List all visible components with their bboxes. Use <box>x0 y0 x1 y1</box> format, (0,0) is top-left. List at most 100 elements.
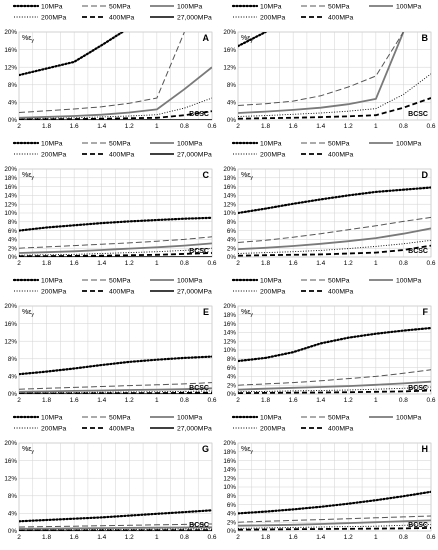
series-line-200mpa <box>238 239 431 254</box>
y-axis-label-subscript: y <box>250 175 253 181</box>
legend-label: 100MPa <box>177 277 203 284</box>
series-line-50mpa <box>238 216 431 243</box>
legend-item: 50MPa <box>82 414 131 421</box>
legend-label: 50MPa <box>328 277 350 284</box>
x-tick-label: 0.6 <box>426 260 435 267</box>
legend-label: 400MPa <box>328 425 354 432</box>
x-tick-label: 2 <box>17 123 21 130</box>
series-line-400mpa <box>19 529 212 531</box>
y-tick-label: 4% <box>227 237 237 244</box>
legend-item: 400MPa <box>301 425 354 432</box>
x-tick-label: 1.2 <box>125 260 134 267</box>
series-line-100mpa <box>19 526 212 530</box>
x-tick-label: 2 <box>17 260 21 267</box>
y-tick-label: 12% <box>223 64 236 71</box>
y-tick-label: 12% <box>4 201 17 208</box>
legend-label: 27,000MPa <box>177 425 212 432</box>
y-tick-label: 6% <box>227 502 237 509</box>
legend-label: 100MPa <box>396 3 422 10</box>
y-tick-label: 8% <box>227 219 237 226</box>
panel-label: C <box>203 170 210 180</box>
x-tick-label: 1.2 <box>344 260 353 267</box>
y-axis-label-subscript: y <box>31 175 34 181</box>
legend-label: 200MPa <box>260 14 286 21</box>
x-tick-label: 0.8 <box>399 123 408 130</box>
x-tick-label: 1 <box>155 534 159 541</box>
series-line-100mpa <box>19 66 212 119</box>
legend-item: 10MPa <box>12 140 63 147</box>
y-tick-label: 2% <box>227 519 237 526</box>
chart-panel-f: 10MPa 50MPa 100MPa 200MPa 400MPa 0% 2% 4% 6% 8% 10… <box>219 274 438 411</box>
legend-item: 400MPa <box>82 14 135 21</box>
chart-svg: 10MPa 50MPa 100MPa 200MPa 400MPa 27,000MPa 0% 4… <box>4 3 217 130</box>
y-tick-label: 16% <box>4 184 17 191</box>
y-tick-label: 0% <box>227 528 237 535</box>
legend-item: 100MPa <box>150 277 203 284</box>
annotation-bcsc: BCSC <box>408 522 428 529</box>
legend-label: 50MPa <box>109 277 131 284</box>
x-tick-label: 1.2 <box>125 397 134 404</box>
x-tick-label: 1.6 <box>289 397 298 404</box>
series-line-10mpa <box>19 32 125 77</box>
x-tick-label: 1 <box>374 397 378 404</box>
legend-label: 200MPa <box>41 14 67 21</box>
legend-label: 200MPa <box>260 151 286 158</box>
x-tick-label: 1.4 <box>97 260 106 267</box>
legend-label: 400MPa <box>328 14 354 21</box>
y-tick-label: 18% <box>223 449 236 456</box>
y-tick-label: 0% <box>227 391 237 398</box>
y-tick-label: 4% <box>8 374 18 381</box>
legend-item: 50MPa <box>301 3 350 10</box>
y-tick-label: 16% <box>223 184 236 191</box>
series-line-50mpa <box>238 32 404 106</box>
y-tick-label: 14% <box>223 467 236 474</box>
legend-item: 200MPa <box>233 151 286 158</box>
legend-item: 27,000MPa <box>150 151 212 158</box>
y-tick-label: 16% <box>4 321 17 328</box>
panel-label: G <box>202 444 209 454</box>
y-tick-label: 16% <box>223 47 236 54</box>
legend-label: 400MPa <box>109 151 135 158</box>
y-axis-label: %εy <box>241 172 253 181</box>
legend-label: 200MPa <box>41 425 67 432</box>
series-line-100mpa <box>19 387 212 393</box>
legend-label: 400MPa <box>109 14 135 21</box>
series-line-50mpa <box>238 369 431 386</box>
series-line-400mpa <box>19 110 212 120</box>
legend-label: 10MPa <box>41 3 63 10</box>
x-tick-label: 1.6 <box>289 123 298 130</box>
legend-label: 27,000MPa <box>177 288 212 295</box>
legend-item: 200MPa <box>233 425 286 432</box>
x-tick-label: 0.6 <box>207 123 216 130</box>
legend-label: 400MPa <box>328 151 354 158</box>
legend-label: 400MPa <box>109 425 135 432</box>
chart-panel-b: 10MPa 50MPa 100MPa 200MPa 400MPa 0% 4% 8% 12% 16%… <box>219 0 438 137</box>
legend-item: 200MPa <box>14 14 67 21</box>
x-tick-label: 1.2 <box>344 397 353 404</box>
x-tick-label: 0.8 <box>180 534 189 541</box>
series-line-10mpa <box>19 355 212 376</box>
series-line-100mpa <box>238 380 431 391</box>
series-line-10mpa <box>19 216 212 232</box>
legend-label: 200MPa <box>260 288 286 295</box>
y-tick-label: 8% <box>227 82 237 89</box>
x-tick-label: 1.8 <box>261 534 270 541</box>
x-tick-label: 1.6 <box>289 260 298 267</box>
y-axis-label-subscript: y <box>250 449 253 455</box>
x-tick-label: 1.6 <box>70 260 79 267</box>
series-line-50mpa <box>238 515 431 523</box>
x-tick-label: 2 <box>236 397 240 404</box>
annotation-bcsc: BCSC <box>189 522 209 529</box>
y-tick-label: 8% <box>8 219 18 226</box>
x-tick-label: 1.4 <box>316 397 325 404</box>
x-tick-label: 0.6 <box>207 397 216 404</box>
x-tick-label: 1.8 <box>261 123 270 130</box>
x-tick-label: 1.6 <box>70 534 79 541</box>
series-line-100mpa <box>19 242 212 254</box>
legend-item: 10MPa <box>12 3 63 10</box>
x-tick-label: 0.6 <box>426 397 435 404</box>
chart-svg: 10MPa 50MPa 100MPa 200MPa 400MPa 0% 4% 8% 12% 16%… <box>223 3 436 130</box>
x-tick-label: 1 <box>155 123 159 130</box>
y-tick-label: 12% <box>4 64 17 71</box>
